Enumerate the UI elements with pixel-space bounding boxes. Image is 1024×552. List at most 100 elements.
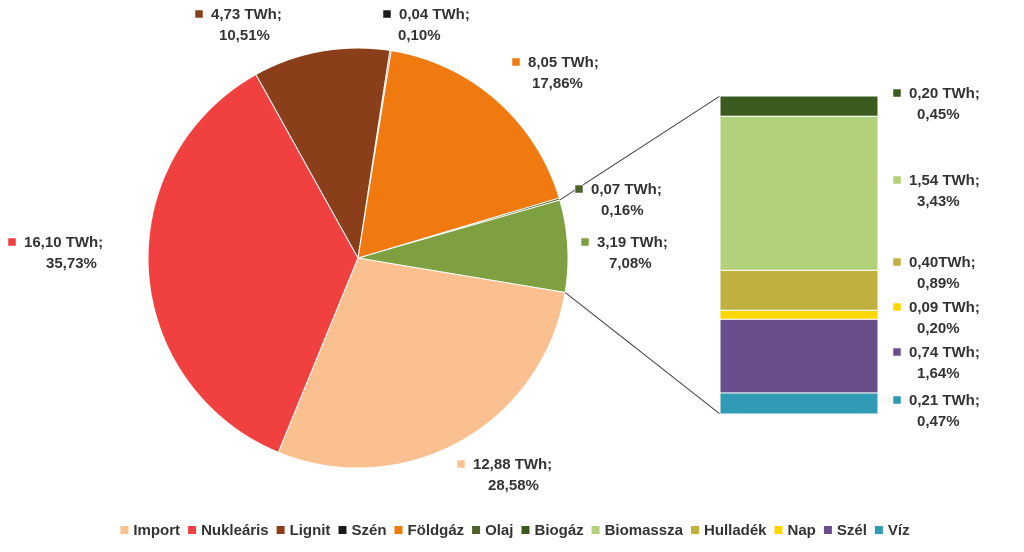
data-label-marker-viz — [892, 395, 902, 405]
legend-marker-szen — [338, 526, 347, 534]
data-label-pct-foldgaz: 17,86% — [532, 75, 583, 92]
data-label-marker-foldgaz — [511, 57, 521, 67]
data-label-twh-szen: 0,04 TWh; — [399, 6, 470, 23]
legend-item-hulladek: Hulladék — [691, 522, 767, 539]
legend-label-szen: Szén — [352, 522, 387, 539]
data-label-marker-import — [456, 459, 466, 469]
legend-label-nap: Nap — [788, 522, 816, 539]
data-label-hulladek: 0,40TWh; 0,89% — [892, 254, 976, 292]
legend-item-szel: Szél — [823, 522, 867, 539]
data-label-foldgaz: 8,05 TWh; 17,86% — [511, 54, 599, 92]
legend-marker-viz — [874, 526, 883, 534]
data-labels: 4,73 TWh; 10,51% 0,04 TWh; 0,10% 8,05 TWh; 17… — [7, 6, 980, 494]
data-label-nap: 0,09 TWh; 0,20% — [892, 299, 980, 337]
pie-slice-import — [277, 257, 566, 469]
legend-item-olaj: Olaj — [472, 522, 513, 539]
legend-item-biogaz: Biogáz — [521, 522, 584, 539]
pie-chart — [147, 47, 569, 469]
data-label-import: 12,88 TWh; 28,58% — [456, 456, 552, 494]
legend-label-foldgaz: Földgáz — [408, 522, 465, 539]
legend-marker-hulladek — [691, 526, 699, 534]
legend-item-nap: Nap — [774, 522, 816, 539]
legend-label-szel: Szél — [837, 522, 867, 539]
data-label-marker-nuklearis — [7, 237, 17, 247]
data-label-pct-hulladek: 0,89% — [917, 275, 960, 292]
data-label-biomassza: 1,54 TWh; 3,43% — [892, 172, 980, 210]
data-label-pct-biogaz: 0,45% — [917, 106, 960, 123]
legend-marker-nap — [774, 526, 783, 534]
data-label-viz: 0,21 TWh; 0,47% — [892, 392, 980, 430]
data-label-pct-nuklearis: 35,73% — [46, 255, 97, 272]
data-label-twh-hulladek: 0,40TWh; — [909, 254, 976, 271]
legend-item-biomassza: Biomassza — [591, 522, 684, 539]
data-label-twh-szel: 0,74 TWh; — [909, 344, 980, 361]
data-label-pct-lignit: 10,51% — [219, 27, 270, 44]
renewable-stacked-bar — [719, 95, 879, 415]
pie-to-bar-connectors — [559, 95, 721, 415]
legend-marker-lignit — [276, 526, 285, 534]
pie-slice-nuklearis — [147, 73, 359, 453]
data-label-marker-biomassza — [892, 175, 902, 185]
legend-marker-nuklearis — [188, 526, 197, 534]
bar-segment-biomassza — [719, 115, 879, 271]
legend-label-biogaz: Biogáz — [535, 522, 584, 539]
data-label-marker-szel — [892, 347, 902, 357]
data-label-twh-foldgaz: 8,05 TWh; — [528, 54, 599, 71]
data-label-marker-renewable — [580, 237, 590, 247]
legend-item-szen: Szén — [338, 522, 387, 539]
legend-item-import: Import — [120, 522, 180, 539]
legend-marker-szel — [823, 526, 832, 534]
data-label-pct-renewable: 7,08% — [609, 255, 652, 272]
data-label-marker-szen — [382, 9, 392, 19]
data-label-twh-import: 12,88 TWh; — [473, 456, 552, 473]
bar-segment-nap — [719, 309, 879, 320]
data-label-biogaz: 0,20 TWh; 0,45% — [892, 85, 980, 123]
data-label-pct-szen: 0,10% — [398, 27, 441, 44]
legend-label-biomassza: Biomassza — [605, 522, 684, 539]
data-label-pct-nap: 0,20% — [917, 320, 960, 337]
pie-slice-foldgaz — [357, 50, 560, 259]
data-label-pct-import: 28,58% — [488, 477, 539, 494]
legend-label-hulladek: Hulladék — [704, 522, 767, 539]
bar-segment-szel — [719, 318, 879, 394]
bar-segment-viz — [719, 392, 879, 415]
data-label-pct-biomassza: 3,43% — [917, 193, 960, 210]
data-label-twh-lignit: 4,73 TWh; — [211, 6, 282, 23]
data-label-marker-nap — [892, 302, 902, 312]
data-label-renewable: 3,19 TWh; 7,08% — [580, 234, 668, 272]
legend-marker-import — [120, 526, 129, 534]
legend-label-olaj: Olaj — [485, 522, 513, 539]
legend-marker-biomassza — [591, 526, 600, 534]
data-label-lignit: 4,73 TWh; 10,51% — [194, 6, 282, 44]
legend-marker-olaj — [472, 526, 481, 534]
legend-item-foldgaz: Földgáz — [394, 522, 465, 539]
legend: Import Nukleáris Lignit Szén Földgáz Olaj Biog… — [120, 522, 910, 539]
data-label-marker-olaj — [574, 184, 584, 194]
data-label-twh-olaj: 0,07 TWh; — [591, 181, 662, 198]
connector-top — [559, 95, 721, 201]
data-label-szen: 0,04 TWh; 0,10% — [382, 6, 470, 44]
pie-slice-lignit — [255, 47, 391, 260]
connector-bottom — [564, 292, 721, 415]
data-label-marker-lignit — [194, 9, 204, 19]
data-label-twh-nap: 0,09 TWh; — [909, 299, 980, 316]
data-label-twh-biomassza: 1,54 TWh; — [909, 172, 980, 189]
data-label-twh-renewable: 3,19 TWh; — [597, 234, 668, 251]
legend-label-nuklearis: Nukleáris — [201, 522, 269, 539]
bar-segment-biogaz — [719, 95, 879, 117]
legend-label-viz: Víz — [888, 522, 910, 539]
data-label-szel: 0,74 TWh; 1,64% — [892, 344, 980, 382]
legend-item-viz: Víz — [874, 522, 910, 539]
legend-item-lignit: Lignit — [276, 522, 330, 539]
data-label-nuklearis: 16,10 TWh; 35,73% — [7, 234, 103, 272]
data-label-twh-biogaz: 0,20 TWh; — [909, 85, 980, 102]
legend-item-nuklearis: Nukleáris — [188, 522, 269, 539]
data-label-twh-nuklearis: 16,10 TWh; — [24, 234, 103, 251]
bar-segment-hulladek — [719, 269, 879, 311]
data-label-marker-biogaz — [892, 88, 902, 98]
legend-label-import: Import — [133, 522, 180, 539]
data-label-pct-szel: 1,64% — [917, 365, 960, 382]
data-label-pct-viz: 0,47% — [917, 413, 960, 430]
data-label-pct-olaj: 0,16% — [601, 202, 644, 219]
